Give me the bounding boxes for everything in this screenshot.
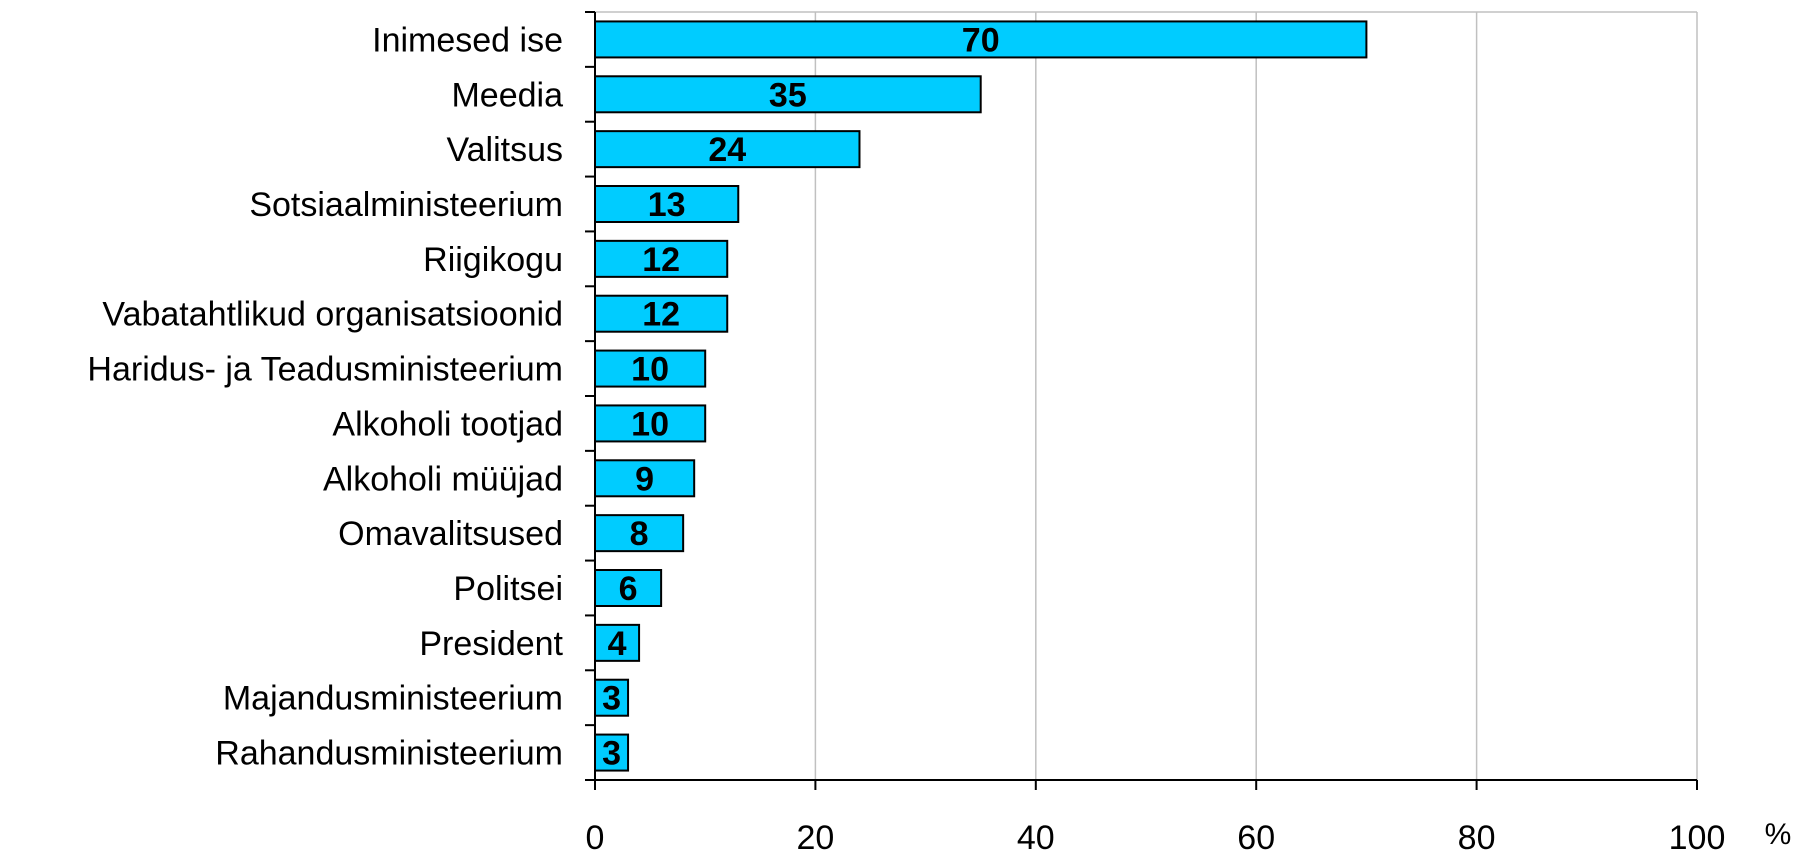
category-label: Alkoholi tootjad [332,405,563,443]
category-label: Vabatahtlikud organisatsioonid [102,296,563,334]
x-tick-label: 100 [1669,819,1726,854]
data-label: 8 [630,515,649,553]
bar [594,20,1368,59]
category-label: Majandusministeerium [223,680,563,718]
bar [594,459,696,498]
category-label: Sotsiaalministeerium [249,186,563,224]
bar [594,404,707,443]
x-tick-label: 20 [796,819,834,854]
grid-lines [595,11,1698,780]
data-label: 3 [602,680,621,718]
data-label: 12 [642,296,680,334]
category-label: Inimesed ise [372,21,563,59]
x-tick-label: 80 [1458,819,1496,854]
x-tick-label: 0 [586,819,605,854]
bar [594,514,685,553]
category-label: Politsei [453,570,563,608]
category-label: Rahandusministeerium [215,735,563,773]
data-label: 70 [962,21,1000,59]
category-label: Riigikogu [423,241,563,279]
bar [594,185,740,223]
data-label: 6 [619,570,638,608]
category-label: Valitsus [446,131,563,169]
data-label: 10 [631,405,669,443]
category-label: Haridus- ja Teadusministeerium [87,351,563,389]
data-label: 35 [769,76,807,114]
category-label: Meedia [451,76,563,114]
x-unit-label: % [1765,818,1792,851]
data-label: 4 [608,625,627,663]
category-label: Alkoholi müüjad [323,460,563,498]
bar [594,130,861,169]
bars [594,20,1368,772]
x-tick-label: 40 [1017,819,1055,854]
labels: 70 Inimesed ise 35 Meedia 24 Valitsus 13 Sotsia… [87,21,1792,857]
data-label: 13 [648,186,686,224]
category-label: President [419,625,563,663]
data-label: 24 [708,131,746,169]
data-label: 9 [635,460,654,498]
axes [585,11,1698,790]
bar [594,294,729,333]
data-label: 3 [602,735,621,773]
category-label: Omavalitsused [338,515,563,553]
bar [594,569,663,607]
bar [594,349,707,388]
x-tick-label: 60 [1237,819,1275,854]
data-label: 12 [642,241,680,279]
data-label: 10 [631,351,669,389]
